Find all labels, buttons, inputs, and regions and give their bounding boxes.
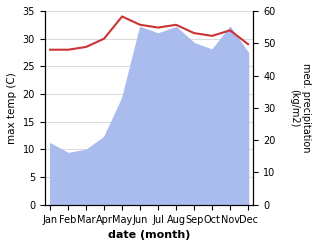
Y-axis label: max temp (C): max temp (C) (7, 72, 17, 144)
X-axis label: date (month): date (month) (108, 230, 190, 240)
Y-axis label: med. precipitation
(kg/m2): med. precipitation (kg/m2) (289, 63, 311, 153)
